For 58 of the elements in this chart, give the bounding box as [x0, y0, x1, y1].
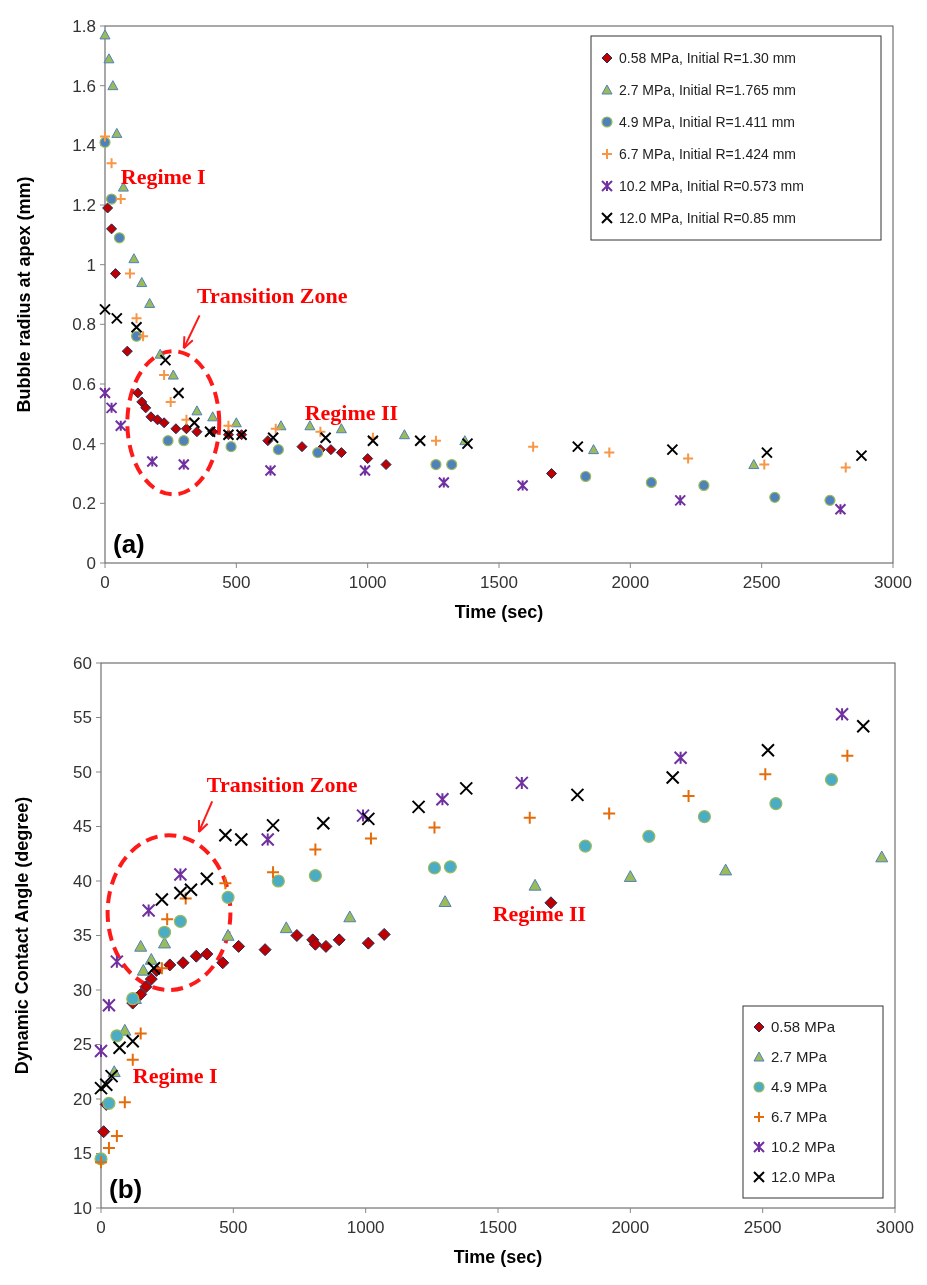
legend-label: 6.7 MPa	[771, 1108, 828, 1126]
x-tick-label: 2500	[742, 573, 781, 592]
annotation: Transition Zone	[196, 283, 348, 309]
legend-label: 6.7 MPa, Initial R=1.424 mm	[619, 145, 797, 162]
y-tick-label: 1.8	[72, 16, 96, 36]
y-tick-label: 45	[73, 817, 92, 837]
y-axis-title: Dynamic Contact Angle (degree)	[12, 796, 32, 1075]
y-tick-label: 1	[86, 255, 96, 275]
legend-label: 4.9 MPa, Initial R=1.411 mm	[619, 113, 795, 130]
x-axis-title: Time (sec)	[453, 1247, 543, 1267]
y-tick-label: 0.4	[72, 434, 96, 454]
x-tick-label: 2000	[611, 573, 650, 592]
legend-label: 2.7 MPa	[771, 1048, 828, 1066]
y-tick-label: 0	[86, 553, 96, 573]
x-tick-label: 500	[219, 1218, 248, 1237]
y-tick-label: 0.8	[72, 315, 96, 335]
y-tick-label: 50	[73, 762, 92, 782]
x-tick-label: 1000	[348, 573, 387, 592]
x-tick-label: 1000	[346, 1218, 385, 1237]
x-tick-label: 1500	[480, 573, 518, 592]
legend-label: 12.0 MPa	[771, 1168, 836, 1186]
x-tick-label: 1500	[479, 1218, 517, 1237]
y-tick-label: 60	[73, 653, 92, 673]
x-tick-label: 3000	[876, 1218, 914, 1237]
y-axis-title: Bubble radius at apex (mm)	[14, 176, 34, 413]
x-tick-label: 2000	[611, 1218, 650, 1237]
annotation: (b)	[109, 1174, 143, 1204]
annotation: Regime II	[492, 901, 587, 927]
y-tick-label: 0.2	[72, 494, 96, 514]
x-tick-label: 0	[100, 573, 110, 592]
legend-label: 12.0 MPa, Initial R=0.85 mm	[619, 209, 797, 226]
y-tick-label: 0.6	[72, 374, 96, 394]
legend-label: 4.9 MPa	[771, 1078, 828, 1096]
x-tick-label: 2500	[743, 1218, 782, 1237]
y-tick-label: 1.2	[72, 195, 96, 215]
x-tick-label: 500	[222, 573, 251, 592]
legend-label: 10.2 MPa	[771, 1138, 836, 1156]
y-tick-label: 25	[73, 1035, 92, 1055]
y-tick-label: 10	[73, 1198, 92, 1218]
annotation: Regime I	[132, 1062, 218, 1088]
legend-label: 0.58 MPa	[771, 1018, 836, 1036]
y-tick-label: 35	[73, 926, 92, 946]
annotation: Regime I	[120, 164, 206, 190]
y-tick-label: 55	[73, 708, 92, 728]
legend-label: 0.58 MPa, Initial R=1.30 mm	[619, 49, 797, 66]
y-tick-label: 20	[73, 1089, 92, 1109]
legend-label: 10.2 MPa, Initial R=0.573 mm	[619, 177, 804, 194]
annotation: Regime II	[304, 399, 399, 425]
y-tick-label: 1.6	[72, 76, 96, 96]
y-tick-label: 40	[73, 871, 92, 891]
x-axis-title: Time (sec)	[454, 602, 544, 622]
annotation: Transition Zone	[206, 771, 358, 797]
y-tick-label: 15	[73, 1144, 92, 1164]
legend-label: 2.7 MPa, Initial R=1.765 mm	[619, 81, 797, 98]
y-tick-label: 30	[73, 980, 92, 1000]
y-tick-label: 1.4	[72, 136, 96, 156]
x-tick-label: 3000	[874, 573, 912, 592]
annotation: (a)	[113, 529, 145, 559]
